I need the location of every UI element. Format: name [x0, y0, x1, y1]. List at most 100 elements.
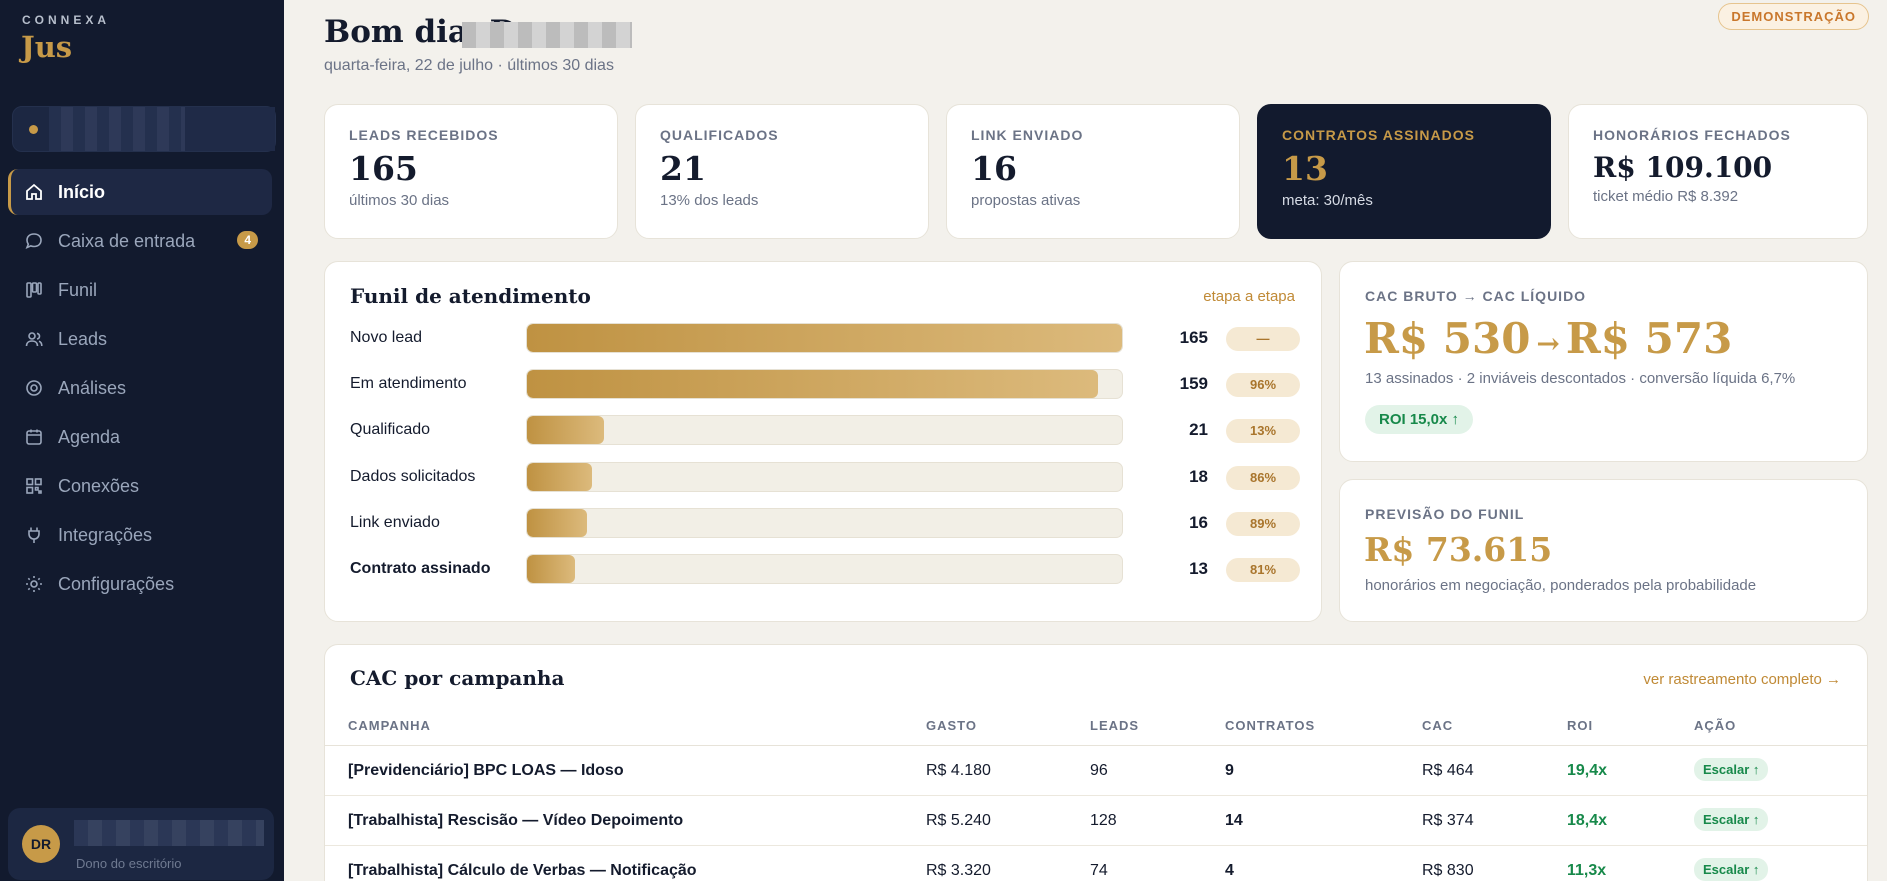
sidebar-item-label: Agenda — [58, 426, 121, 447]
cac-values: R$ 530 → R$ 573 — [1364, 314, 1732, 363]
forecast-description: honorários em negociação, ponderados pel… — [1365, 577, 1757, 594]
scale-campaign-button[interactable]: Escalar ↑ — [1694, 858, 1769, 881]
campaign-contracts: 14 — [1225, 812, 1243, 829]
full-tracking-link[interactable]: ver rastreamento completo → — [1643, 671, 1841, 688]
sidebar-item-inicio[interactable]: Início — [8, 169, 272, 215]
sidebar-item-caixa-de-entrada[interactable]: Caixa de entrada 4 — [8, 218, 272, 264]
funnel-stage-conversion: 81% — [1226, 558, 1300, 582]
campaign-roi: 11,3x — [1567, 862, 1607, 879]
funnel-row[interactable]: Novo lead 165 — — [350, 323, 1300, 355]
redacted-organization-name-tail — [185, 107, 275, 151]
funnel-bar-fill — [527, 555, 575, 583]
sidebar-item-conexoes[interactable]: Conexões — [8, 463, 272, 509]
column-header-cac[interactable]: CAC — [1422, 718, 1454, 733]
kpi-subtext: últimos 30 dias — [349, 192, 450, 209]
user-profile-card[interactable]: DR Dono do escritório — [8, 808, 274, 880]
kpi-value: 21 — [660, 149, 706, 188]
forecast-label: PREVISÃO DO FUNIL — [1365, 506, 1525, 522]
funnel-row[interactable]: Contrato assinado 13 81% — [350, 554, 1300, 586]
roi-badge: ROI 15,0x ↑ — [1365, 405, 1474, 434]
brand-wordmark-top: CONNEXA — [22, 13, 111, 27]
funnel-stage-conversion: — — [1226, 327, 1300, 351]
cac-liquido-value: R$ 573 — [1565, 314, 1733, 363]
sidebar-item-integracoes[interactable]: Integrações — [8, 512, 272, 558]
cac-bruto-value: R$ 530 — [1364, 314, 1531, 363]
status-dot-icon — [29, 125, 38, 134]
kpi-label: CONTRATOS ASSINADOS — [1282, 127, 1475, 143]
funnel-row[interactable]: Em atendimento 159 96% — [350, 369, 1300, 401]
plug-icon — [24, 525, 44, 545]
campaign-table-title: CAC por campanha — [350, 666, 565, 690]
sidebar-item-agenda[interactable]: Agenda — [8, 414, 272, 460]
campaign-cac: R$ 374 — [1422, 812, 1474, 829]
scale-campaign-button[interactable]: Escalar ↑ — [1694, 808, 1769, 831]
kpi-row: LEADS RECEBIDOS 165 últimos 30 dias QUAL… — [324, 104, 1868, 239]
kpi-subtext: ticket médio R$ 8.392 — [1593, 188, 1739, 205]
kpi-honorarios-fechados[interactable]: HONORÁRIOS FECHADOS R$ 109.100 ticket mé… — [1568, 104, 1868, 239]
table-row[interactable]: [Trabalhista] Rescisão — Vídeo Depoiment… — [325, 796, 1867, 846]
campaign-contracts: 9 — [1225, 762, 1234, 779]
column-header-leads[interactable]: LEADS — [1090, 718, 1140, 733]
column-header-acao[interactable]: AÇÃO — [1694, 718, 1737, 733]
kpi-leads-recebidos[interactable]: LEADS RECEBIDOS 165 últimos 30 dias — [324, 104, 618, 239]
column-header-campanha[interactable]: CAMPANHA — [348, 718, 431, 733]
column-header-roi[interactable]: ROI — [1567, 718, 1594, 733]
funnel-bar-track — [526, 508, 1123, 538]
campaign-cac: R$ 464 — [1422, 762, 1474, 779]
campaign-leads: 96 — [1090, 762, 1108, 779]
table-row[interactable]: [Previdenciário] BPC LOAS — Idoso R$ 4.1… — [325, 746, 1867, 796]
sidebar-item-leads[interactable]: Leads — [8, 316, 272, 362]
kpi-value: R$ 109.100 — [1593, 151, 1773, 184]
sidebar-item-label: Conexões — [58, 475, 140, 496]
sidebar-item-analises[interactable]: Análises — [8, 365, 272, 411]
sidebar-item-funil[interactable]: Funil — [8, 267, 272, 313]
sidebar-item-label: Funil — [58, 279, 98, 300]
funnel-bar-fill — [527, 416, 605, 444]
table-row[interactable]: [Trabalhista] Cálculo de Verbas — Notifi… — [325, 846, 1867, 881]
brand-logo[interactable]: Jus — [21, 30, 73, 64]
scale-campaign-button[interactable]: Escalar ↑ — [1694, 758, 1769, 781]
sidebar-item-configuracoes[interactable]: Configurações — [8, 561, 272, 607]
redacted-user-first-name — [462, 22, 632, 48]
campaign-name: [Previdenciário] BPC LOAS — Idoso — [348, 762, 624, 779]
sidebar-item-label: Configurações — [58, 573, 175, 594]
funnel-card: Funil de atendimento etapa a etapa Novo … — [324, 261, 1322, 622]
campaign-cac: R$ 830 — [1422, 862, 1474, 879]
funnel-bar-track — [526, 462, 1123, 492]
campaign-contracts: 4 — [1225, 862, 1234, 879]
chat-bubble-icon — [24, 231, 44, 251]
avatar: DR — [22, 825, 60, 863]
campaign-roi: 18,4x — [1567, 812, 1608, 829]
forecast-value: R$ 73.615 — [1364, 530, 1553, 569]
sidebar-item-label: Início — [58, 181, 106, 202]
funnel-stage-count: 18 — [1189, 467, 1208, 486]
funnel-bar-fill — [527, 509, 587, 537]
campaign-cac-card: CAC por campanha ver rastreamento comple… — [324, 644, 1868, 881]
funnel-stage-conversion: 89% — [1226, 512, 1300, 536]
kpi-subtext: 13% dos leads — [660, 192, 759, 209]
column-header-gasto[interactable]: GASTO — [926, 718, 977, 733]
table-header: CAMPANHA GASTO LEADS CONTRATOS CAC ROI A… — [325, 712, 1867, 746]
gear-icon — [24, 574, 44, 594]
funnel-bar-track — [526, 323, 1123, 353]
funnel-row[interactable]: Link enviado 16 89% — [350, 508, 1300, 540]
campaign-roi: 19,4x — [1567, 762, 1608, 779]
kpi-contratos-assinados[interactable]: CONTRATOS ASSINADOS 13 meta: 30/mês — [1257, 104, 1551, 239]
campaign-name: [Trabalhista] Cálculo de Verbas — Notifi… — [348, 862, 697, 879]
funnel-stage-conversion: 13% — [1226, 419, 1300, 443]
funnel-row[interactable]: Qualificado 21 13% — [350, 415, 1300, 447]
funnel-bar-fill — [527, 370, 1099, 398]
kpi-link-enviado[interactable]: LINK ENVIADO 16 propostas ativas — [946, 104, 1240, 239]
organization-selector[interactable] — [12, 106, 276, 152]
funnel-details-link[interactable]: etapa a etapa — [1203, 288, 1295, 305]
sidebar-nav: Início Caixa de entrada 4 Funil Leads — [8, 169, 272, 610]
funnel-title: Funil de atendimento — [350, 284, 591, 308]
kanban-icon — [24, 280, 44, 300]
arrow-right-icon: → — [1536, 327, 1560, 360]
funnel-stage-label: Em atendimento — [350, 375, 467, 392]
redacted-organization-name — [49, 107, 185, 151]
column-header-contratos[interactable]: CONTRATOS — [1225, 718, 1316, 733]
kpi-qualificados[interactable]: QUALIFICADOS 21 13% dos leads — [635, 104, 929, 239]
funnel-row[interactable]: Dados solicitados 18 86% — [350, 462, 1300, 494]
campaign-name: [Trabalhista] Rescisão — Vídeo Depoiment… — [348, 812, 684, 829]
